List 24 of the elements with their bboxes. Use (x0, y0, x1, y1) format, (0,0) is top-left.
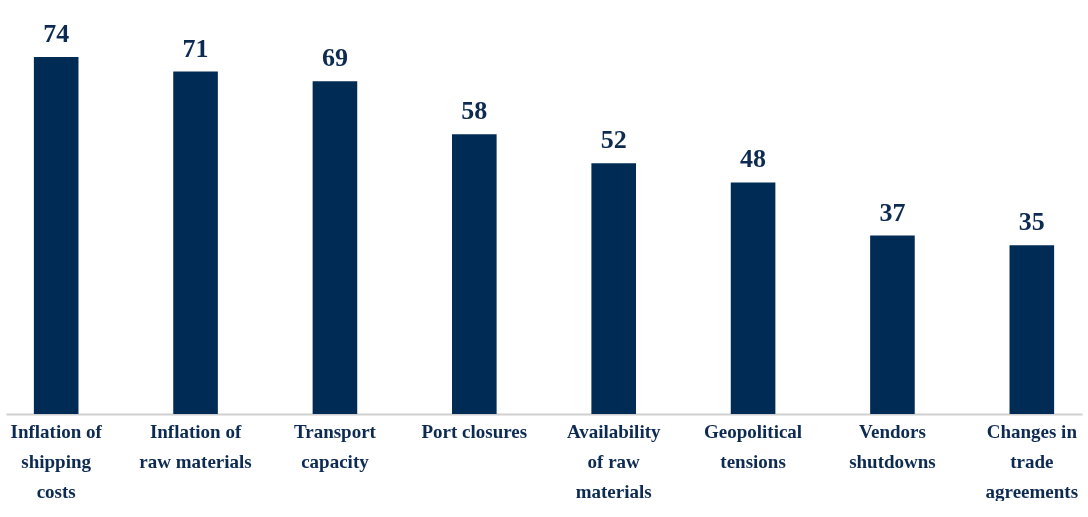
data-label: 74 (43, 19, 70, 49)
data-label: 35 (1018, 207, 1045, 237)
x-tick-label: Inflation of shipping costs (10, 420, 103, 502)
x-tick-label: Port closures (421, 420, 528, 442)
x-tick-label: Changes in trade agreements (985, 420, 1079, 502)
data-label: 52 (600, 125, 627, 155)
x-tick-label: Inflation of raw materials (139, 420, 252, 472)
data-label: 58 (461, 96, 488, 126)
x-tick-label: Geopolitical tensions (703, 420, 803, 472)
bar (452, 134, 497, 414)
bar (591, 163, 636, 414)
x-tick-label: Vendors shutdowns (849, 420, 936, 472)
bar (173, 71, 218, 414)
x-tick-label: Availability of raw materials (566, 420, 661, 502)
data-label: 71 (182, 33, 209, 63)
bar (870, 235, 915, 414)
bar (312, 81, 358, 414)
bar (730, 182, 776, 414)
x-tick-label: Transport capacity (293, 420, 377, 472)
bar (33, 57, 79, 414)
data-label: 37 (879, 197, 906, 227)
data-label: 69 (321, 43, 348, 73)
data-label: 48 (740, 144, 767, 174)
bar (1009, 245, 1055, 414)
